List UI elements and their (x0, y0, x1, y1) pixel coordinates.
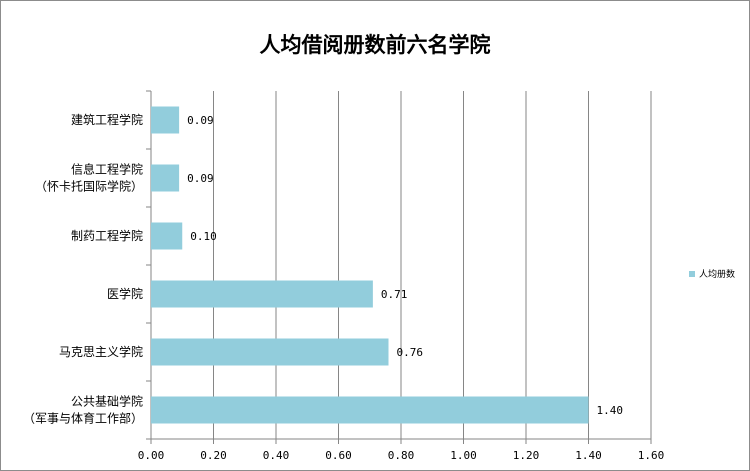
data-label: 0.76 (397, 346, 424, 359)
category-label: 马克思主义学院 (59, 344, 143, 359)
data-label: 0.71 (381, 288, 408, 301)
bar (151, 106, 180, 134)
bar (151, 396, 589, 424)
bar (151, 222, 183, 250)
data-label: 0.10 (190, 230, 217, 243)
chart-title: 人均借阅册数前六名学院 (259, 32, 491, 57)
legend-swatch (689, 270, 695, 277)
data-label: 0.09 (187, 114, 214, 127)
x-tick-label: 1.20 (513, 449, 540, 462)
bar (151, 164, 180, 192)
category-label: 建筑工程学院 (71, 112, 143, 127)
x-tick-label: 0.60 (325, 449, 352, 462)
category-label: 信息工程学院 (71, 162, 143, 177)
legend-label: 人均册数 (699, 270, 736, 280)
category-label: 医学院 (107, 286, 143, 301)
category-label: 制药工程学院 (71, 228, 143, 243)
category-label: 公共基础学院 (71, 394, 143, 409)
x-tick-label: 0.40 (263, 449, 290, 462)
x-tick-label: 0.00 (138, 449, 165, 462)
x-tick-label: 1.40 (575, 449, 602, 462)
x-tick-label: 1.60 (638, 449, 665, 462)
bar (151, 280, 373, 308)
x-tick-label: 0.20 (200, 449, 227, 462)
x-tick-label: 1.00 (450, 449, 477, 462)
data-label: 0.09 (187, 172, 214, 185)
bar (151, 338, 389, 366)
x-tick-label: 0.80 (388, 449, 415, 462)
category-label: （怀卡托国际学院） (35, 179, 143, 194)
legend: 人均册数 (689, 267, 735, 280)
category-label: （军事与体育工作部） (23, 411, 143, 426)
data-label: 1.40 (597, 404, 624, 417)
